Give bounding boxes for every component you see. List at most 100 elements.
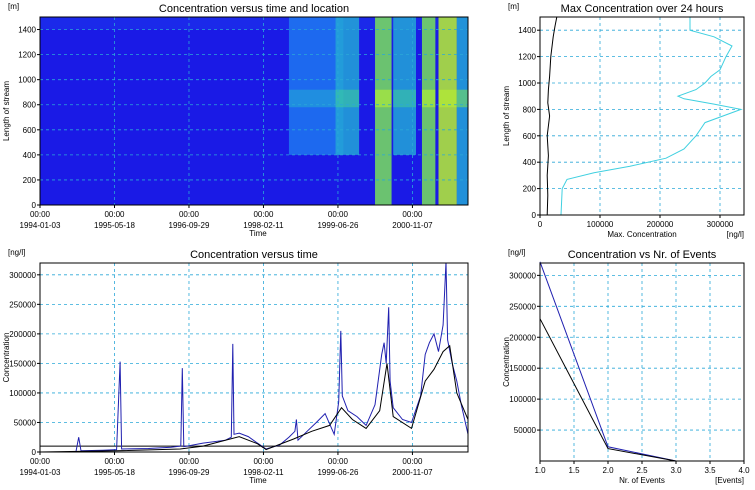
events-ytick-label-0: 50000 bbox=[514, 426, 537, 435]
events-xtick-label-0: 1.0 bbox=[534, 466, 546, 475]
heatmap-top-strip bbox=[40, 17, 468, 30]
maxconc-ylabel: Length of stream bbox=[502, 86, 511, 146]
timeseries-xtick-time-2: 00:00 bbox=[179, 457, 200, 466]
timeseries-ytick-label-6: 300000 bbox=[9, 271, 36, 280]
timeseries-ylabel: Concentration bbox=[2, 333, 11, 383]
timeseries-title: Concentration versus time bbox=[190, 249, 318, 261]
heatmap-cell-hot-4 bbox=[421, 89, 436, 108]
heatmap-ytick-label-3: 600 bbox=[23, 126, 37, 135]
heatmap-yunit: [m] bbox=[8, 2, 19, 11]
heatmap-xtick-time-5: 00:00 bbox=[402, 210, 423, 219]
timeseries-series-0 bbox=[40, 263, 468, 452]
heatmap-cell-band-1 bbox=[335, 17, 360, 155]
heatmap-cell-band-6 bbox=[456, 17, 468, 205]
heatmap-xlabel: Time bbox=[249, 229, 267, 238]
events-ylabel: Concentration bbox=[502, 337, 511, 387]
maxconc-title: Max Concentration over 24 hours bbox=[561, 3, 724, 15]
heatmap-ytick-label-5: 1000 bbox=[18, 76, 36, 85]
heatmap-cell-hot-0 bbox=[288, 89, 344, 108]
maxconc-ytick-label-4: 800 bbox=[523, 105, 537, 114]
heatmap-cell-band-5 bbox=[438, 17, 457, 205]
events-xtick-label-4: 3.0 bbox=[670, 466, 682, 475]
events-ytick-label-2: 150000 bbox=[509, 364, 536, 373]
timeseries-xtick-time-4: 00:00 bbox=[328, 457, 349, 466]
maxconc-series-1 bbox=[546, 16, 558, 216]
heatmap-ytick-label-4: 800 bbox=[23, 101, 37, 110]
timeseries-xlabel: Time bbox=[249, 476, 267, 485]
timeseries-plot-area bbox=[40, 263, 468, 452]
heatmap-cell-hot-3 bbox=[393, 89, 417, 108]
heatmap-cell-band-4 bbox=[421, 17, 436, 205]
events-xtick-label-6: 4.0 bbox=[738, 466, 750, 475]
events-xtick-label-5: 3.5 bbox=[704, 466, 716, 475]
heatmap-xtick-date-1: 1995-05-18 bbox=[94, 221, 135, 230]
timeseries-ytick-label-5: 250000 bbox=[9, 300, 36, 309]
events-ytick-label-4: 250000 bbox=[509, 302, 536, 311]
heatmap-title: Concentration versus time and location bbox=[159, 3, 349, 15]
events-ytick-label-3: 200000 bbox=[509, 333, 536, 342]
maxconc-yunit: [m] bbox=[508, 2, 519, 11]
heatmap-xtick-time-1: 00:00 bbox=[104, 210, 125, 219]
timeseries-xtick-date-2: 1996-09-29 bbox=[169, 468, 210, 477]
timeseries-ytick-label-3: 150000 bbox=[9, 359, 36, 368]
heatmap-cell-hot-2 bbox=[375, 89, 392, 108]
heatmap-ytick-label-1: 200 bbox=[23, 176, 37, 185]
events-xunit: [Events] bbox=[715, 476, 744, 485]
maxconc-ytick-label-5: 1000 bbox=[518, 79, 536, 88]
timeseries-ytick-label-2: 100000 bbox=[9, 389, 36, 398]
heatmap-xtick-time-3: 00:00 bbox=[253, 210, 274, 219]
maxconc-xtick-label-0: 0 bbox=[538, 220, 543, 229]
timeseries-yunit: [ng/l] bbox=[8, 248, 25, 257]
maxconc-xtick-label-2: 200000 bbox=[647, 220, 674, 229]
events-title: Concentration vs Nr. of Events bbox=[568, 249, 717, 261]
events-series-1 bbox=[539, 318, 677, 462]
heatmap-xtick-date-5: 2000-11-07 bbox=[392, 221, 433, 230]
maxconc-ytick-label-6: 1200 bbox=[518, 53, 536, 62]
heatmap-frame bbox=[39, 16, 469, 206]
events-frame bbox=[539, 262, 745, 462]
timeseries-series-1 bbox=[40, 344, 468, 452]
maxconc-ytick-label-0: 0 bbox=[532, 211, 537, 220]
heatmap-xtick-time-2: 00:00 bbox=[179, 210, 200, 219]
maxconc-plot-area bbox=[540, 17, 744, 215]
heatmap-xtick-time-0: 00:00 bbox=[30, 210, 51, 219]
maxconc-xlabel: Max. Concentration bbox=[607, 230, 676, 239]
timeseries-xtick-date-1: 1995-05-18 bbox=[94, 468, 135, 477]
heatmap-xtick-date-3: 1998-02-11 bbox=[243, 221, 284, 230]
timeseries-xtick-time-0: 00:00 bbox=[30, 457, 51, 466]
heatmap-ytick-label-6: 1200 bbox=[18, 51, 36, 60]
events-series-0 bbox=[539, 261, 677, 462]
timeseries-frame bbox=[39, 262, 469, 453]
maxconc-ytick-label-1: 200 bbox=[523, 185, 537, 194]
heatmap-ylabel: Length of stream bbox=[2, 81, 11, 141]
timeseries-xtick-date-4: 1999-06-26 bbox=[317, 468, 358, 477]
timeseries-xtick-time-3: 00:00 bbox=[253, 457, 274, 466]
timeseries-xtick-date-3: 1998-02-11 bbox=[243, 468, 284, 477]
heatmap-ytick-label-0: 0 bbox=[32, 201, 37, 210]
heatmap-xtick-date-2: 1996-09-29 bbox=[169, 221, 210, 230]
heatmap-xtick-date-4: 1999-06-26 bbox=[317, 221, 358, 230]
maxconc-ytick-label-7: 1400 bbox=[518, 26, 536, 35]
heatmap-cell-hot-6 bbox=[456, 89, 468, 108]
timeseries-xtick-time-5: 00:00 bbox=[402, 457, 423, 466]
heatmap-cell-band-3 bbox=[393, 17, 417, 155]
heatmap-cell-hot-5 bbox=[438, 89, 457, 108]
events-xtick-label-1: 1.5 bbox=[568, 466, 580, 475]
heatmap-xtick-date-0: 1994-01-03 bbox=[20, 221, 61, 230]
heatmap-ytick-label-2: 400 bbox=[23, 151, 37, 160]
maxconc-series-0 bbox=[560, 17, 743, 216]
heatmap-cell-band-2 bbox=[375, 17, 392, 205]
maxconc-frame bbox=[539, 16, 745, 216]
events-xlabel: Nr. of Events bbox=[619, 476, 665, 485]
maxconc-xunit: [ng/l] bbox=[727, 230, 744, 239]
maxconc-xtick-label-3: 300000 bbox=[707, 220, 734, 229]
events-xtick-label-2: 2.0 bbox=[602, 466, 614, 475]
heatmap-ytick-label-7: 1400 bbox=[18, 26, 36, 35]
events-ytick-label-1: 100000 bbox=[509, 395, 536, 404]
events-ytick-label-5: 300000 bbox=[509, 271, 536, 280]
maxconc-xtick-label-1: 100000 bbox=[587, 220, 614, 229]
timeseries-ytick-label-4: 200000 bbox=[9, 330, 36, 339]
timeseries-ytick-label-0: 0 bbox=[32, 448, 37, 457]
heatmap-cell-hot-1 bbox=[335, 89, 360, 108]
